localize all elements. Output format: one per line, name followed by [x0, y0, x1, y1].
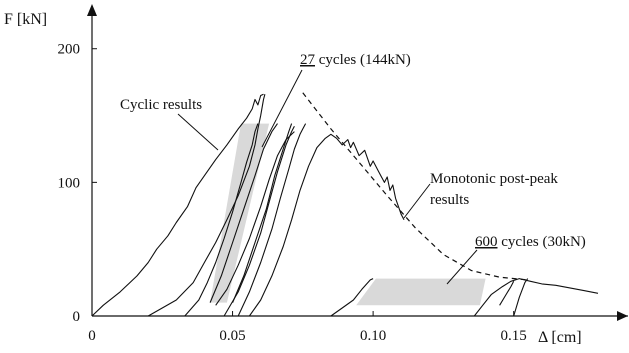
load-curve-11: [473, 278, 599, 317]
leader-27-cycles: [261, 69, 303, 148]
load-curve-2: [147, 94, 266, 317]
load-curve-1: [91, 93, 264, 317]
x-tick-label-2: 0.10: [360, 328, 386, 344]
annotation-monotonic-line2: results: [430, 192, 469, 208]
x-tick-label-0: 0: [88, 328, 96, 344]
load-curve-10: [330, 278, 374, 317]
y-axis-title: F [kN]: [4, 11, 47, 28]
load-curve-3: [184, 123, 259, 317]
annotation-600-count: 600: [475, 234, 498, 250]
x-tick-label-1: 0.05: [219, 328, 245, 344]
load-curve-9: [248, 133, 405, 317]
load-curve-7: [237, 123, 307, 317]
annotation-cyclic-results: Cyclic results: [120, 97, 202, 113]
load-curve-13: [513, 278, 529, 317]
annotation-600-rest: cycles (30kN): [498, 234, 586, 250]
annotation-600-cycles: 600 cycles (30kN): [475, 234, 586, 250]
leader-600-cycles: [446, 249, 478, 285]
ticks: 0 0.05 0.10 0.15 0 100 200: [58, 42, 527, 344]
y-tick-label-1: 100: [58, 175, 81, 191]
annotation-27-cycles: 27 cycles (144kN): [300, 52, 411, 68]
y-tick-label-2: 200: [58, 42, 81, 58]
leader-monotonic: [403, 183, 431, 219]
series-group: [91, 92, 599, 317]
leader-cyclic: [177, 113, 219, 151]
monotonic-envelope-line: [302, 92, 528, 281]
y-tick-label-0: 0: [73, 309, 81, 325]
y-axis-arrow: [87, 4, 97, 16]
x-tick-label-3: 0.15: [501, 328, 527, 344]
load-curve-12: [499, 281, 515, 306]
annotation-monotonic-line1: Monotonic post-peak: [430, 171, 558, 187]
x-axis-title: Δ [cm]: [538, 329, 582, 346]
load-curve-4: [209, 123, 278, 303]
shaded-region-2: [356, 278, 486, 306]
shaded-region-1: [210, 123, 270, 303]
shaded-regions: [210, 123, 486, 306]
axes: [87, 4, 628, 321]
load-curve-5: [232, 123, 293, 303]
x-axis-arrow: [617, 311, 628, 321]
annotation-27-count: 27: [300, 52, 316, 68]
load-curve-8: [215, 131, 295, 306]
annotation-27-rest: cycles (144kN): [315, 52, 411, 68]
